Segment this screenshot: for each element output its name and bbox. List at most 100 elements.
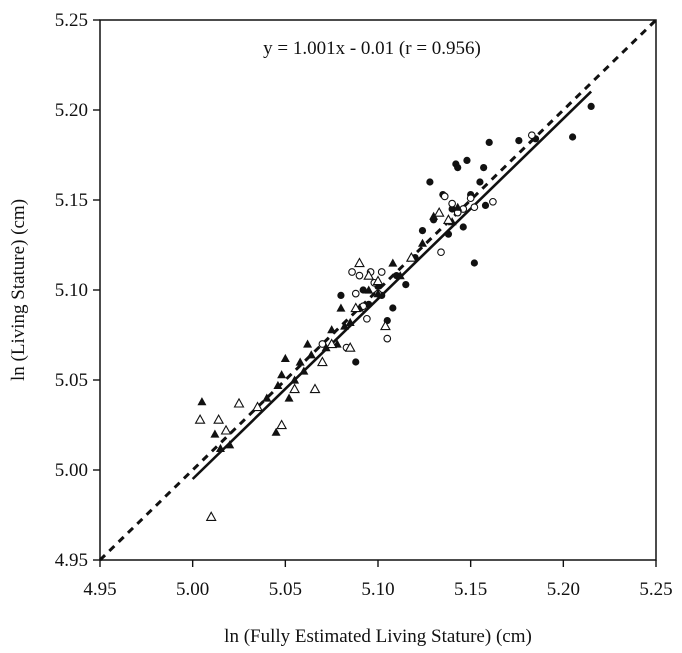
points-layer <box>194 102 595 521</box>
open-triangle-point <box>276 419 288 430</box>
y-tick-label: 5.20 <box>55 100 88 121</box>
x-tick-label: 5.25 <box>639 579 672 600</box>
open-triangle-point <box>309 383 321 394</box>
open-circle-point <box>466 194 475 203</box>
filled-circle-point <box>587 102 595 110</box>
filled-triangle-point <box>429 211 439 220</box>
open-triangle-point <box>205 511 217 521</box>
open-circle-point <box>355 271 364 280</box>
open-triangle-point <box>405 251 417 262</box>
open-circle-point <box>437 248 445 257</box>
filled-circle-point <box>389 304 397 312</box>
filled-triangle-point <box>395 271 405 280</box>
open-triangle-point <box>354 257 365 268</box>
filled-triangle-point <box>290 375 300 384</box>
filled-triangle-point <box>340 321 350 330</box>
filled-triangle-point <box>345 317 355 326</box>
filled-triangle-point <box>336 303 346 312</box>
filled-triangle-point <box>225 440 235 449</box>
regression-line <box>191 90 593 480</box>
filled-circle-point <box>515 137 523 145</box>
open-circle-point <box>348 268 356 276</box>
filled-triangle-point <box>388 258 398 267</box>
filled-triangle-point <box>364 285 374 294</box>
filled-circle-point <box>426 178 434 186</box>
filled-circle-point <box>454 164 462 172</box>
filled-triangle-point <box>284 393 294 402</box>
filled-circle-point <box>485 138 493 146</box>
open-triangle-point <box>326 338 338 349</box>
filled-triangle-point <box>299 366 309 375</box>
filled-triangle-point <box>277 370 287 379</box>
filled-circle-point <box>481 201 490 209</box>
filled-triangle-point <box>306 350 316 359</box>
filled-triangle-point <box>303 339 313 348</box>
filled-circle-point <box>569 133 577 141</box>
open-triangle-point <box>350 302 362 313</box>
filled-circle-point <box>418 227 427 235</box>
filled-triangle-point <box>280 353 290 362</box>
open-triangle-point <box>316 356 328 367</box>
open-triangle-point <box>220 424 232 435</box>
filled-circle-point <box>402 281 410 289</box>
filled-circle-point <box>470 259 478 267</box>
y-tick-label: 5.05 <box>55 370 88 391</box>
open-circle-point <box>448 199 456 208</box>
open-triangle-point <box>372 275 384 286</box>
y-axis-title: ln (Living Stature) (cm) <box>8 199 29 381</box>
filled-triangle-point <box>210 429 220 438</box>
x-tick-label: 5.05 <box>269 579 302 600</box>
y-tick-label: 5.10 <box>55 280 88 301</box>
x-tick-label: 5.15 <box>454 579 487 600</box>
open-circle-point <box>351 289 360 298</box>
y-tick-label: 4.95 <box>55 550 88 571</box>
filled-triangle-point <box>271 427 281 436</box>
x-tick-label: 4.95 <box>83 579 116 600</box>
filled-circle-point <box>463 156 471 164</box>
filled-triangle-point <box>295 357 305 366</box>
y-tick-label: 5.25 <box>55 10 88 31</box>
open-triangle-point <box>379 320 391 331</box>
open-circle-point <box>470 203 479 212</box>
equation-annotation: y = 1.001x - 0.01 (r = 0.956) <box>263 38 481 59</box>
open-circle-point <box>489 197 497 206</box>
open-triangle-point <box>252 401 263 412</box>
filled-triangle-point <box>215 443 225 452</box>
y-tick-label: 5.00 <box>55 460 88 481</box>
ticks-layer: 4.95 5.00 5.05 5.10 5.15 5.20 5.25 4.95 5.00 5.05… <box>55 10 673 600</box>
open-circle-point <box>363 314 371 323</box>
open-circle-point <box>377 268 386 276</box>
filled-circle-point <box>480 164 488 172</box>
filled-triangle-point <box>453 202 463 211</box>
filled-triangle-point <box>273 380 283 389</box>
x-tick-label: 5.00 <box>176 579 209 600</box>
filled-circle-point <box>359 286 367 294</box>
open-triangle-point <box>194 413 206 424</box>
filled-triangle-point <box>417 238 427 247</box>
open-triangle-point <box>289 383 301 394</box>
open-triangle-point <box>363 269 375 280</box>
x-tick-label: 5.20 <box>547 579 580 600</box>
lines-layer <box>98 18 658 562</box>
filled-triangle-point <box>321 343 331 352</box>
x-axis-title: ln (Fully Estimated Living Stature) (cm) <box>224 626 532 647</box>
filled-triangle-point <box>197 397 207 406</box>
filled-triangle-point <box>373 289 383 298</box>
y-tick-label: 5.15 <box>55 190 88 211</box>
open-triangle-point <box>213 413 225 424</box>
filled-triangle-point <box>327 325 337 334</box>
open-circle-point <box>527 131 536 140</box>
filled-triangle-point <box>262 393 272 402</box>
filled-circle-point <box>352 358 360 366</box>
filled-circle-point <box>476 178 484 186</box>
open-triangle-point <box>442 214 454 224</box>
filled-circle-point <box>459 223 467 231</box>
filled-circle-point <box>337 291 345 299</box>
open-triangle-point <box>344 341 356 352</box>
open-triangle-point <box>433 206 445 217</box>
open-circle-point <box>383 334 392 343</box>
open-triangle-point <box>233 397 245 408</box>
filled-circle-point <box>444 230 453 238</box>
open-circle-point <box>440 192 449 201</box>
